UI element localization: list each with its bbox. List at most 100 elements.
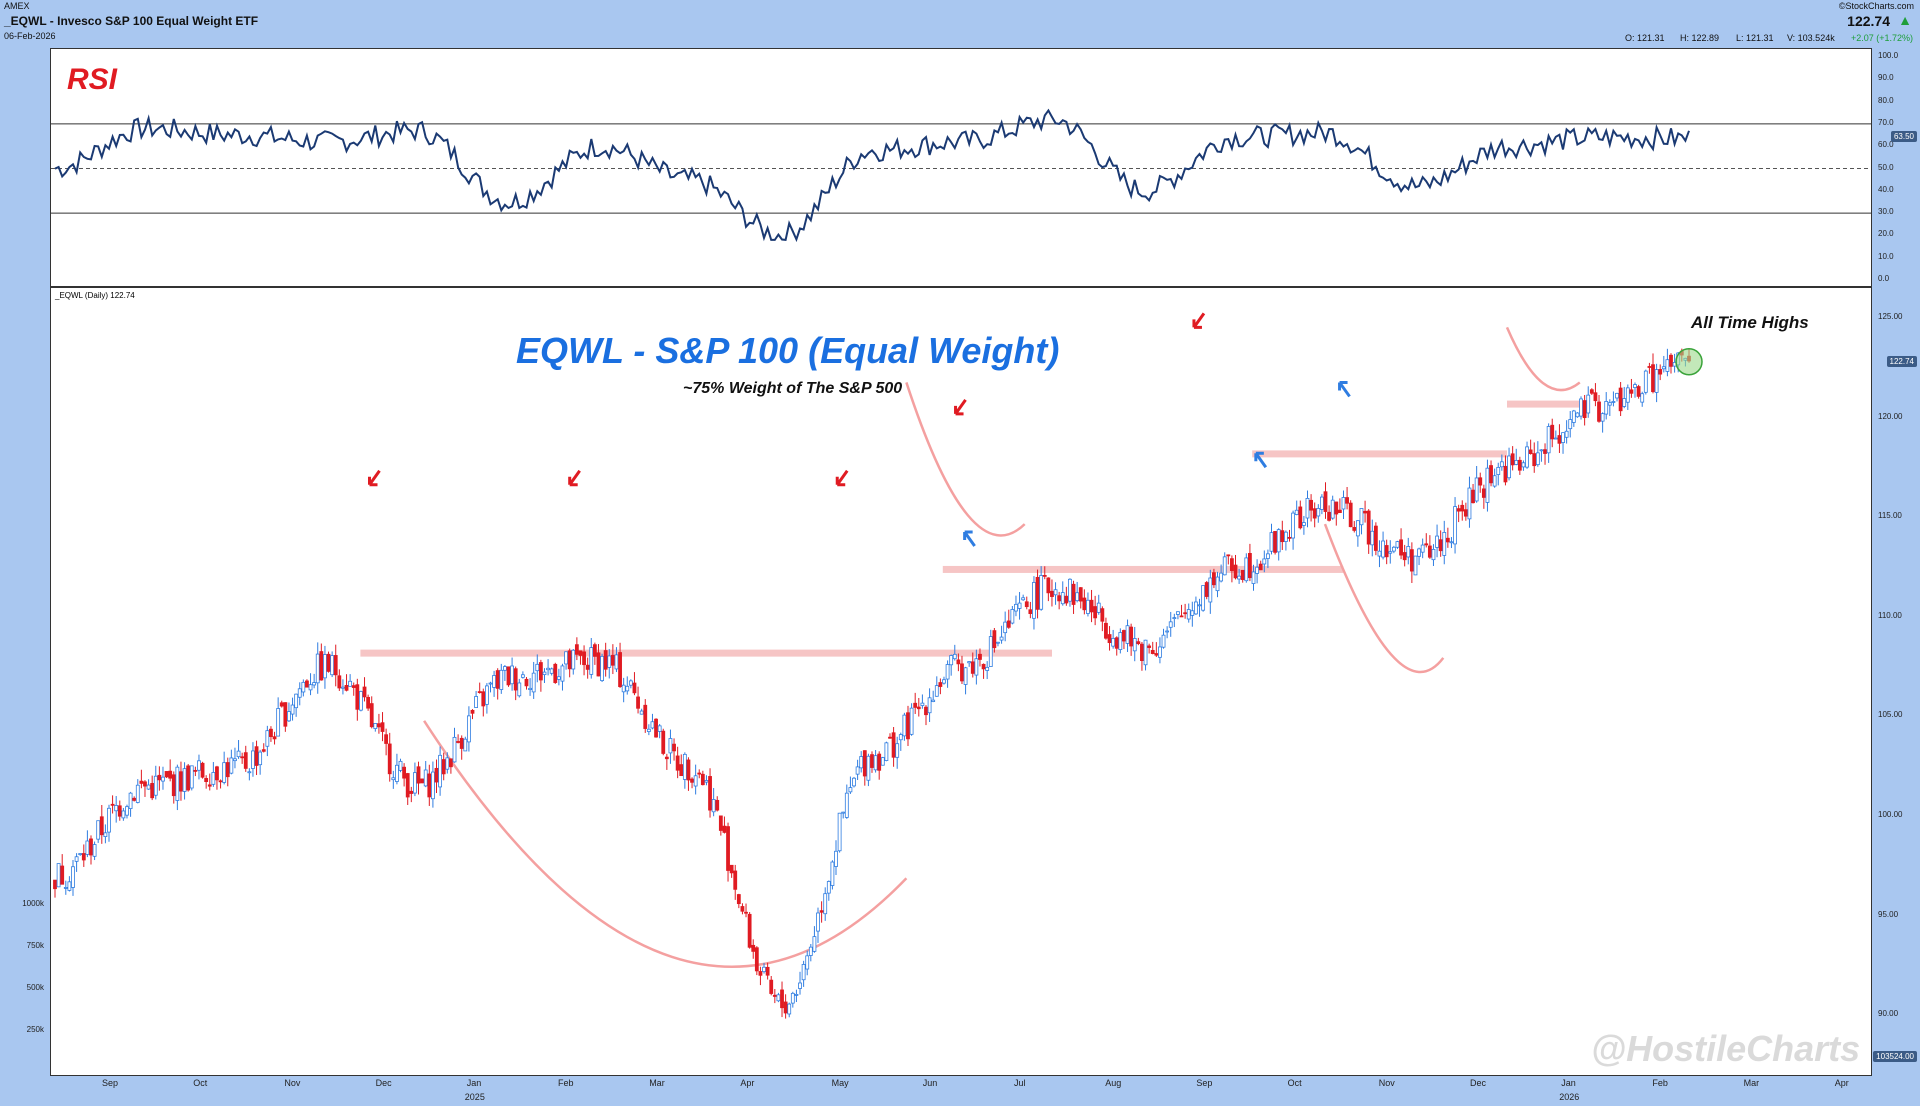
candle — [1449, 541, 1454, 544]
candle — [855, 766, 860, 775]
blue-arrow-icon — [963, 530, 976, 547]
candle — [1096, 602, 1101, 613]
candle — [1147, 645, 1152, 648]
candle — [1399, 539, 1403, 556]
candle — [672, 743, 676, 752]
candle — [729, 864, 734, 874]
candle — [553, 663, 558, 683]
candle — [1312, 508, 1317, 519]
candle — [420, 778, 425, 784]
cup-arc — [905, 382, 1026, 537]
cup-arc — [1505, 326, 1581, 392]
price-title: EQWL - S&P 100 (Equal Weight) — [516, 330, 1060, 371]
candle — [1194, 601, 1198, 615]
candle — [330, 655, 335, 676]
candle — [301, 681, 306, 693]
candle — [564, 651, 568, 665]
candle — [1186, 609, 1191, 620]
candle — [736, 894, 741, 905]
candle — [888, 736, 892, 739]
candle — [110, 803, 115, 806]
price-chart — [53, 312, 1703, 1019]
resistance-band — [1252, 450, 1507, 458]
candle — [1100, 608, 1105, 622]
candle — [1150, 649, 1155, 654]
candle — [614, 654, 619, 670]
rsi-panel: RSI — [50, 48, 1872, 287]
candle — [1503, 465, 1508, 483]
candle — [956, 659, 961, 665]
candle — [567, 650, 572, 670]
candle — [193, 769, 198, 772]
candle — [744, 911, 748, 914]
candle — [841, 811, 846, 814]
candle — [1006, 620, 1011, 628]
x-tick-label: Feb — [558, 1078, 574, 1088]
candle — [1669, 354, 1673, 367]
candle — [1647, 366, 1652, 368]
candle — [269, 728, 273, 737]
rsi-tick-label: 80.0 — [1878, 95, 1894, 105]
candle — [902, 714, 907, 737]
candle — [1363, 510, 1367, 514]
candle — [1514, 460, 1519, 465]
x-tick-label: Sep — [102, 1078, 119, 1088]
candle — [236, 750, 241, 758]
candle — [1003, 621, 1008, 634]
candle — [711, 799, 716, 813]
candle — [1384, 545, 1389, 558]
candle — [1222, 556, 1227, 576]
candle — [1258, 563, 1263, 571]
candle — [427, 773, 432, 798]
price-tick-label: 110.00 — [1878, 610, 1902, 620]
candle — [592, 644, 597, 657]
candle — [233, 758, 237, 762]
resistance-band — [942, 565, 1344, 573]
candle — [405, 773, 410, 798]
rsi-tick-label: 60.0 — [1878, 140, 1894, 150]
price-tick-label: 95.00 — [1878, 909, 1899, 919]
candle — [366, 696, 371, 709]
candle — [931, 699, 936, 702]
candle — [1233, 564, 1238, 579]
candle — [484, 685, 489, 705]
candle — [988, 636, 993, 667]
candle — [747, 913, 752, 948]
up-arrow-icon: ▲ — [1898, 12, 1912, 28]
candle — [862, 750, 867, 777]
candle — [992, 630, 997, 649]
candle — [1539, 449, 1544, 452]
candle — [1564, 430, 1569, 438]
candle — [452, 736, 457, 763]
candle — [71, 866, 75, 888]
candle — [571, 649, 576, 670]
candle — [416, 766, 421, 784]
candle — [762, 966, 766, 973]
candle — [1471, 489, 1475, 504]
candle — [1064, 595, 1069, 604]
candle — [942, 679, 946, 684]
rsi-value-flag: 63.50 — [1890, 131, 1917, 143]
candle — [700, 773, 705, 786]
candle — [1575, 412, 1580, 418]
candle — [582, 651, 586, 666]
candle — [1586, 394, 1591, 414]
candle — [1017, 602, 1022, 609]
candle — [74, 856, 79, 862]
candle — [801, 964, 806, 981]
candle — [1510, 453, 1515, 466]
watermark: @HostileCharts — [1591, 1028, 1861, 1069]
candle — [783, 1001, 788, 1014]
candle — [1348, 502, 1353, 528]
candle — [1301, 522, 1306, 526]
candle — [517, 682, 522, 697]
candle — [1319, 496, 1324, 510]
candle — [632, 682, 637, 694]
candle — [870, 754, 874, 768]
candle — [1143, 639, 1148, 666]
candle — [99, 816, 104, 836]
red-arrow-icon — [954, 399, 967, 416]
candle — [423, 769, 428, 787]
candle — [1298, 506, 1303, 529]
candle — [1305, 498, 1310, 519]
